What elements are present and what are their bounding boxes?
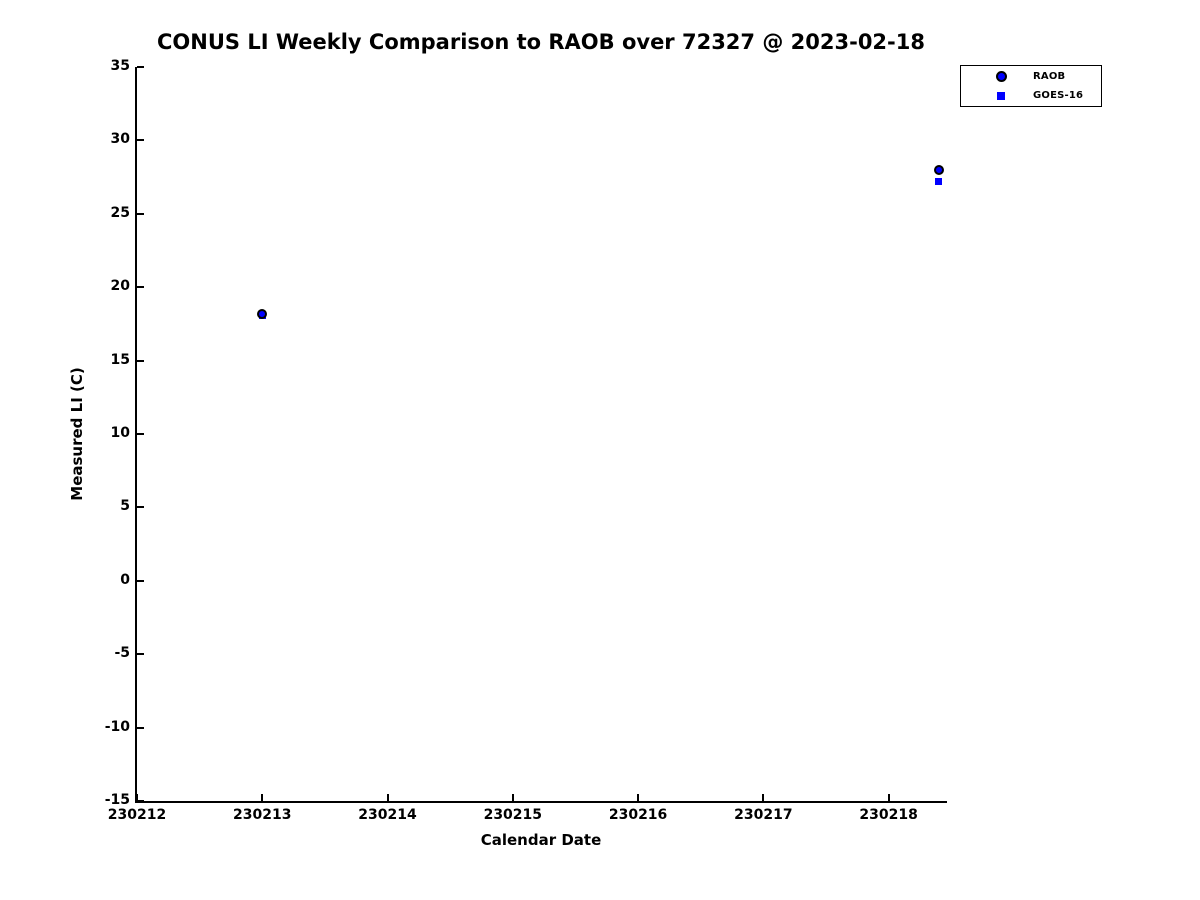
x-tick-label: 230215 (483, 807, 543, 823)
legend-marker-cell (991, 91, 1011, 100)
y-tick-mark (137, 286, 144, 289)
y-tick-label: -5 (114, 645, 130, 662)
legend-label-goes16: GOES-16 (1033, 90, 1084, 101)
x-tick-label: 230213 (233, 807, 292, 823)
x-tick-label: 230214 (358, 807, 417, 823)
y-tick-mark (137, 433, 144, 435)
y-tick-mark (137, 653, 144, 656)
y-tick-mark (137, 506, 144, 509)
y-tick-mark (137, 800, 144, 802)
y-tick-mark (137, 66, 144, 68)
x-tick-mark (136, 794, 138, 801)
legend: RAOB GOES-16 (960, 65, 1102, 107)
y-tick-label: 35 (110, 58, 130, 74)
x-tick-label: 230212 (107, 807, 167, 823)
legend-item-goes16: GOES-16 (961, 86, 1101, 105)
y-tick-label: -15 (104, 792, 130, 808)
y-tick-mark (137, 359, 144, 362)
y-tick-mark (137, 726, 144, 729)
y-tick-mark (137, 139, 144, 142)
y-tick-label: 0 (120, 571, 130, 588)
legend-label-raob: RAOB (1033, 71, 1066, 82)
chart-title: CONUS LI Weekly Comparison to RAOB over … (157, 30, 925, 54)
raob-data-point (933, 164, 944, 175)
y-tick-mark (137, 579, 144, 582)
legend-item-raob: RAOB (961, 67, 1101, 86)
y-axis-line (135, 67, 137, 803)
x-tick-label: 230218 (859, 807, 918, 823)
raob-data-point (257, 308, 268, 319)
x-tick-mark (261, 794, 264, 801)
goes16-square-marker-icon (997, 91, 1005, 100)
x-tick-mark (887, 794, 890, 801)
legend-marker-cell (991, 71, 1011, 82)
raob-circle-marker-icon (995, 71, 1007, 82)
y-tick-label: 30 (110, 131, 130, 148)
goes16-data-point (935, 178, 943, 185)
y-tick-label: 20 (110, 278, 130, 295)
x-tick-mark (386, 794, 389, 801)
y-tick-mark (137, 212, 144, 215)
x-tick-label: 230216 (608, 807, 668, 823)
y-tick-label: 15 (110, 351, 130, 368)
x-axis-line (135, 801, 947, 803)
x-axis-label: Calendar Date (480, 831, 602, 849)
y-tick-label: 10 (110, 425, 130, 441)
x-tick-mark (637, 794, 640, 801)
x-tick-mark (511, 794, 514, 801)
y-tick-label: 5 (120, 498, 130, 515)
y-tick-label: -10 (104, 718, 130, 735)
x-tick-mark (762, 794, 765, 801)
x-tick-label: 230217 (734, 807, 793, 823)
y-tick-label: 25 (110, 204, 130, 221)
